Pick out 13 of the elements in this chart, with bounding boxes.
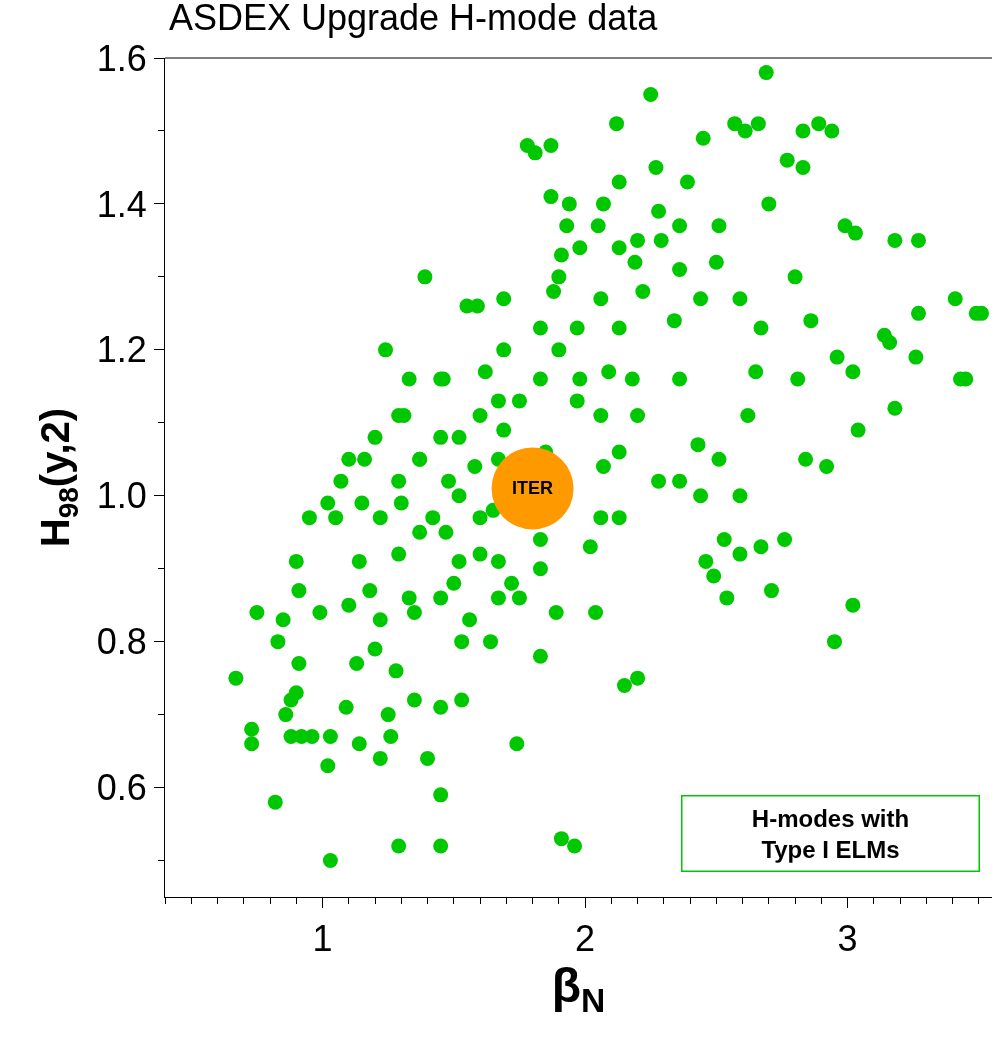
y-tick-label: 1.6	[96, 37, 147, 79]
series-label: ITER	[512, 478, 554, 498]
y-tick-label: 1.0	[96, 475, 147, 517]
y-tick-label: 1.4	[96, 183, 147, 225]
chart-title: ASDEX Upgrade H-mode data	[168, 0, 659, 39]
y-tick-label: 0.8	[96, 621, 147, 663]
x-tick-label: 1	[312, 918, 333, 960]
x-axis-title: β$_{N}$	[551, 959, 606, 1020]
y-tick-label: 1.2	[96, 329, 147, 371]
y-tick-label: 0.6	[96, 767, 147, 809]
annotation: H-modes with Type I ELMs	[751, 804, 910, 863]
x-tick-label: 3	[837, 918, 858, 960]
x-tick-label: 2	[575, 918, 596, 960]
